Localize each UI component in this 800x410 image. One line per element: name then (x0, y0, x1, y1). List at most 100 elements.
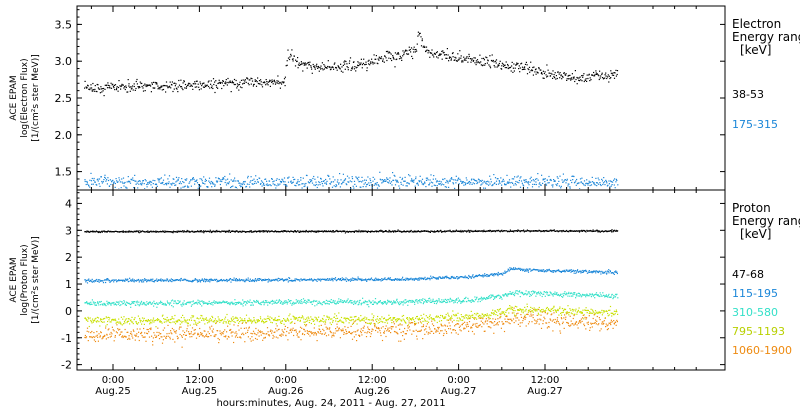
data-point (378, 56, 380, 58)
data-point (88, 303, 90, 305)
data-point (495, 274, 497, 276)
data-point (601, 180, 604, 182)
data-point (175, 83, 177, 85)
data-point (135, 231, 137, 233)
data-point (600, 184, 602, 187)
data-point (374, 279, 376, 282)
data-point (209, 319, 211, 321)
data-point (251, 280, 253, 282)
data-point (388, 51, 390, 53)
data-point (311, 279, 313, 281)
data-point (381, 301, 383, 304)
data-point (575, 78, 577, 81)
data-point (428, 300, 430, 302)
data-point (502, 180, 504, 182)
data-point (293, 179, 295, 181)
data-point (508, 293, 510, 295)
data-point (84, 180, 86, 183)
data-point (151, 320, 153, 322)
data-point (484, 297, 486, 299)
data-point (358, 229, 360, 231)
data-point (345, 280, 348, 282)
data-point (203, 86, 205, 88)
data-point (565, 73, 567, 75)
data-point (508, 270, 510, 272)
data-point (403, 180, 405, 182)
data-point (572, 293, 574, 295)
data-point (494, 177, 497, 179)
data-point (450, 59, 452, 61)
data-point (124, 86, 126, 88)
data-point (480, 296, 482, 298)
data-point (106, 317, 108, 319)
data-point (271, 303, 273, 305)
data-point (430, 230, 432, 232)
data-point (86, 181, 88, 183)
data-point (229, 231, 232, 233)
data-point (199, 321, 201, 323)
data-point (543, 72, 545, 75)
data-point (607, 74, 609, 76)
data-point (198, 279, 200, 281)
data-point (454, 59, 456, 61)
data-point (338, 278, 340, 280)
data-point (115, 319, 117, 322)
data-point (276, 299, 278, 301)
data-point (499, 60, 501, 62)
data-point (100, 300, 102, 303)
data-point (353, 230, 355, 233)
data-point (569, 269, 571, 271)
data-point (353, 301, 355, 303)
data-point (357, 276, 359, 278)
data-point (576, 270, 578, 272)
data-point (233, 179, 235, 181)
data-point (213, 320, 215, 322)
data-point (487, 298, 489, 300)
data-point (226, 313, 228, 316)
data-point (186, 229, 188, 232)
data-point (481, 65, 484, 67)
data-point (106, 179, 108, 181)
data-point (365, 186, 367, 188)
data-point (531, 180, 533, 182)
data-point (484, 273, 486, 275)
data-point (282, 81, 284, 83)
proton-ylabel-line: [1/(cm²s ster MeV)] (31, 236, 41, 323)
data-point (379, 230, 381, 232)
data-point (121, 279, 123, 281)
data-point (480, 64, 482, 66)
data-point (407, 53, 409, 55)
data-point (372, 180, 374, 182)
data-point (455, 229, 457, 231)
data-point (142, 320, 144, 323)
data-point (599, 70, 601, 72)
data-point (221, 301, 223, 304)
data-point (239, 317, 241, 319)
data-point (542, 70, 544, 72)
data-point (612, 296, 615, 298)
proton-ytick-label: 2 (65, 251, 72, 264)
data-point (355, 67, 357, 69)
data-point (574, 270, 576, 272)
data-point (440, 53, 442, 55)
data-point (418, 279, 421, 281)
data-point (123, 300, 125, 302)
data-point (277, 75, 279, 77)
data-point (379, 300, 381, 302)
data-point (154, 87, 156, 89)
data-point (362, 230, 364, 232)
data-point (317, 302, 319, 304)
data-point (354, 279, 356, 281)
data-point (507, 230, 510, 232)
data-point (168, 319, 170, 321)
data-point (595, 182, 598, 184)
data-point (516, 62, 518, 64)
data-point (413, 231, 415, 233)
data-point (148, 231, 150, 233)
data-point (374, 301, 376, 303)
data-point (88, 88, 90, 90)
data-point (265, 84, 267, 86)
data-point (135, 87, 137, 90)
data-point (559, 77, 561, 79)
data-point (270, 280, 272, 282)
